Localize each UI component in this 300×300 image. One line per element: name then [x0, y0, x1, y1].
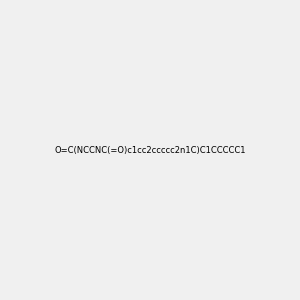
Text: O=C(NCCNC(=O)c1cc2ccccc2n1C)C1CCCCC1: O=C(NCCNC(=O)c1cc2ccccc2n1C)C1CCCCC1	[54, 146, 246, 154]
